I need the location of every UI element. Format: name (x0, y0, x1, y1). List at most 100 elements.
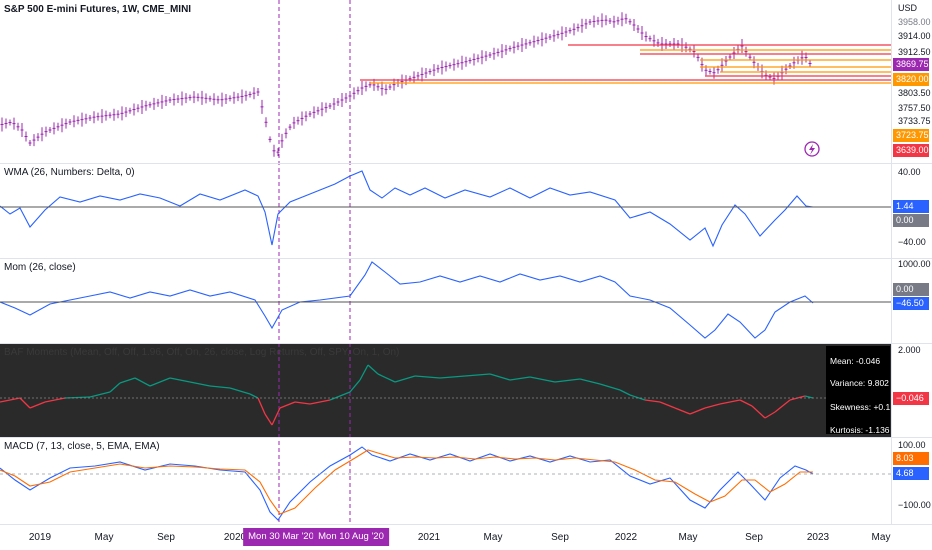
mom-axis-label: 1000.00 (898, 259, 931, 269)
stat-mean: Mean: -0.046 (830, 356, 881, 366)
moments-axis-label: 2.000 (898, 345, 921, 355)
level-badge: 3723.75 (893, 129, 929, 142)
moments-line-segment (659, 401, 676, 409)
time-label: 2019 (28, 532, 52, 543)
moments-line-segment (309, 399, 331, 405)
moments-line-segment (134, 377, 151, 387)
pane-separator[interactable] (0, 524, 932, 525)
price-label: 3914.00 (898, 31, 931, 41)
moments-line-segment (464, 373, 491, 377)
moments-line-segment (751, 405, 766, 419)
moments-line-segment (169, 377, 191, 383)
currency-label: USD (898, 3, 918, 13)
moments-line-segment (349, 379, 361, 393)
moments-line-segment (579, 378, 601, 385)
pane-separator[interactable] (0, 437, 932, 438)
moments-line-segment (394, 375, 416, 383)
moments-line-segment (109, 382, 121, 393)
last-price-badge: 3869.75 (893, 58, 929, 71)
level-badge: 3639.00 (893, 144, 929, 157)
macd-value-badge: 4.68 (893, 467, 929, 480)
moments-line-segment (644, 399, 661, 403)
moments-line-segment (264, 413, 273, 426)
moments-line-segment (804, 395, 814, 399)
moments-line-segment (294, 401, 311, 405)
moments-line-segment (367, 364, 379, 375)
moments-line-segment (764, 411, 776, 419)
moments-line-segment (439, 375, 466, 379)
moments-line-segment (489, 373, 511, 381)
moments-line-segment (414, 375, 441, 379)
level-badge: 3820.00 (893, 73, 929, 86)
moments-line-segment (377, 373, 396, 383)
time-label: 2020 (223, 532, 247, 543)
time-label: 2021 (417, 532, 441, 543)
mom-title[interactable]: Mom (26, close) (4, 262, 76, 273)
moments-line-segment (554, 378, 581, 383)
wma-axis-label: −40.00 (898, 237, 926, 247)
pane-separator[interactable] (0, 343, 932, 344)
macd-signal-line (0, 449, 813, 515)
time-label: May (871, 532, 891, 543)
moments-value-badge: −0.046 (893, 392, 929, 405)
moments-line-segment (19, 397, 31, 409)
macd-title[interactable]: MACD (7, 13, close, 5, EMA, EMA) (4, 441, 160, 452)
moments-line-segment (599, 383, 621, 391)
lightning-icon (809, 144, 815, 155)
moments-line-segment (0, 397, 21, 403)
moments-line-segment (271, 407, 281, 426)
moments-line-segment (719, 399, 741, 405)
moments-title[interactable]: BAF Moments (Mean, Off, Off, 1.96, Off, … (4, 347, 400, 358)
mom-value-badge: −46.50 (893, 297, 929, 310)
wma-line (0, 170, 814, 248)
moments-line-segment (229, 387, 251, 395)
moments-line-segment (257, 397, 266, 415)
price-axis-border (891, 0, 892, 525)
time-highlight-badge: Mon 30 Mar '20 (243, 528, 319, 546)
price-label: 3803.50 (898, 88, 931, 98)
moments-line-segment (249, 393, 259, 399)
time-label: Sep (551, 532, 569, 543)
wma-title[interactable]: WMA (26, Numbers: Delta, 0) (4, 167, 135, 178)
wma-zero-badge: 0.00 (893, 214, 929, 227)
price-label: 3912.50 (898, 47, 931, 57)
moments-line-segment (619, 389, 631, 396)
mom-zero-badge: 0.00 (893, 283, 929, 296)
moments-line-segment (329, 391, 351, 401)
moments-line-segment (704, 403, 721, 409)
moments-line-segment (629, 394, 646, 401)
moments-line-segment (209, 385, 231, 389)
time-label: 2022 (614, 532, 638, 543)
pane-separator[interactable] (0, 258, 932, 259)
mom-line (0, 261, 814, 339)
price-label: 3958.00 (898, 17, 931, 27)
moments-line-segment (279, 401, 296, 409)
wma-value-badge: 1.44 (893, 200, 929, 213)
moments-line-segment (689, 407, 706, 415)
moments-line-segment (119, 377, 136, 384)
stat-variance: Variance: 9.802 (830, 378, 889, 388)
price-label: 3733.75 (898, 116, 931, 126)
time-label: 2023 (806, 532, 830, 543)
price-label: 3757.50 (898, 103, 931, 113)
moments-line-segment (189, 381, 211, 387)
moments-stats-table: Mean: -0.046 Variance: 9.802 Skewness: +… (826, 346, 890, 434)
pane-separator[interactable] (0, 163, 932, 164)
time-label: Sep (157, 532, 175, 543)
stat-skewness: Skewness: +0.163 (830, 402, 890, 412)
moments-line-segment (509, 376, 531, 381)
moments-line-segment (739, 399, 753, 407)
lightning-icon (804, 141, 820, 157)
moments-line-segment (529, 376, 556, 383)
time-label: May (678, 532, 698, 543)
moments-line-segment (29, 401, 46, 409)
wma-axis-label: 40.00 (898, 167, 921, 177)
moments-line-segment (674, 407, 691, 415)
macd-axis-label: 100.00 (898, 440, 926, 450)
moments-line-segment (149, 377, 171, 387)
stat-kurtosis: Kurtosis: -1.136 (Ir (830, 425, 890, 434)
moments-pane-bg (0, 344, 891, 437)
main-chart-title[interactable]: S&P 500 E-mini Futures, 1W, CME_MINI (4, 4, 192, 15)
